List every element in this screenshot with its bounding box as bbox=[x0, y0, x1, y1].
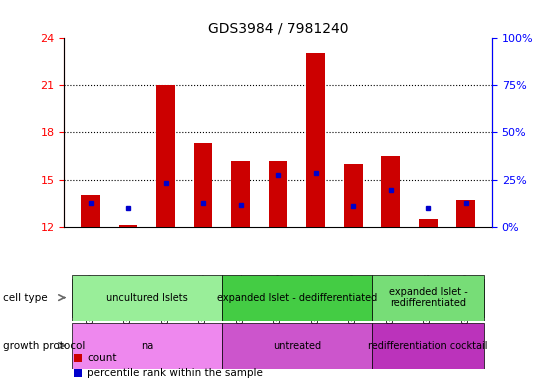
Text: GSM762814: GSM762814 bbox=[236, 273, 245, 324]
Bar bbox=[269, 161, 287, 227]
Bar bbox=[72, 280, 110, 318]
Text: untreated: untreated bbox=[273, 341, 321, 351]
Text: GSM762810: GSM762810 bbox=[86, 273, 95, 324]
Bar bbox=[372, 275, 485, 321]
Text: redifferentiation cocktail: redifferentiation cocktail bbox=[368, 341, 488, 351]
Title: GDS3984 / 7981240: GDS3984 / 7981240 bbox=[208, 22, 348, 36]
Text: GSM762818: GSM762818 bbox=[424, 273, 433, 324]
Text: cell type: cell type bbox=[3, 293, 48, 303]
Bar bbox=[119, 225, 138, 227]
Text: GSM762812: GSM762812 bbox=[161, 273, 170, 324]
Bar bbox=[222, 275, 372, 321]
Text: GSM762815: GSM762815 bbox=[386, 273, 395, 324]
Bar bbox=[372, 280, 409, 318]
Text: expanded Islet -
redifferentiated: expanded Islet - redifferentiated bbox=[389, 287, 467, 308]
Text: GSM762816: GSM762816 bbox=[273, 273, 283, 324]
Text: expanded Islet - dedifferentiated: expanded Islet - dedifferentiated bbox=[217, 293, 377, 303]
Bar bbox=[456, 200, 475, 227]
Bar bbox=[447, 280, 485, 318]
Bar bbox=[231, 161, 250, 227]
Bar bbox=[344, 164, 362, 227]
Bar bbox=[72, 323, 222, 369]
Text: growth protocol: growth protocol bbox=[3, 341, 85, 351]
Bar bbox=[306, 53, 325, 227]
Bar bbox=[381, 156, 400, 227]
Bar bbox=[194, 144, 212, 227]
Bar bbox=[222, 323, 372, 369]
Bar bbox=[334, 280, 372, 318]
Bar bbox=[184, 280, 222, 318]
Bar bbox=[297, 280, 334, 318]
Bar bbox=[81, 195, 100, 227]
Text: GSM762811: GSM762811 bbox=[124, 273, 132, 324]
Bar bbox=[147, 280, 184, 318]
Text: GSM762813: GSM762813 bbox=[198, 273, 207, 324]
Text: GSM762820: GSM762820 bbox=[461, 273, 470, 324]
Text: uncultured Islets: uncultured Islets bbox=[106, 293, 188, 303]
Text: GSM762817: GSM762817 bbox=[311, 273, 320, 324]
Bar bbox=[222, 280, 259, 318]
Bar bbox=[259, 280, 297, 318]
Legend: count, percentile rank within the sample: count, percentile rank within the sample bbox=[69, 349, 267, 382]
Bar bbox=[372, 323, 485, 369]
Bar bbox=[72, 275, 222, 321]
Bar bbox=[110, 280, 147, 318]
Bar bbox=[419, 219, 438, 227]
Bar bbox=[409, 280, 447, 318]
Text: na: na bbox=[141, 341, 153, 351]
Text: GSM762819: GSM762819 bbox=[349, 273, 358, 324]
Bar bbox=[156, 86, 175, 227]
